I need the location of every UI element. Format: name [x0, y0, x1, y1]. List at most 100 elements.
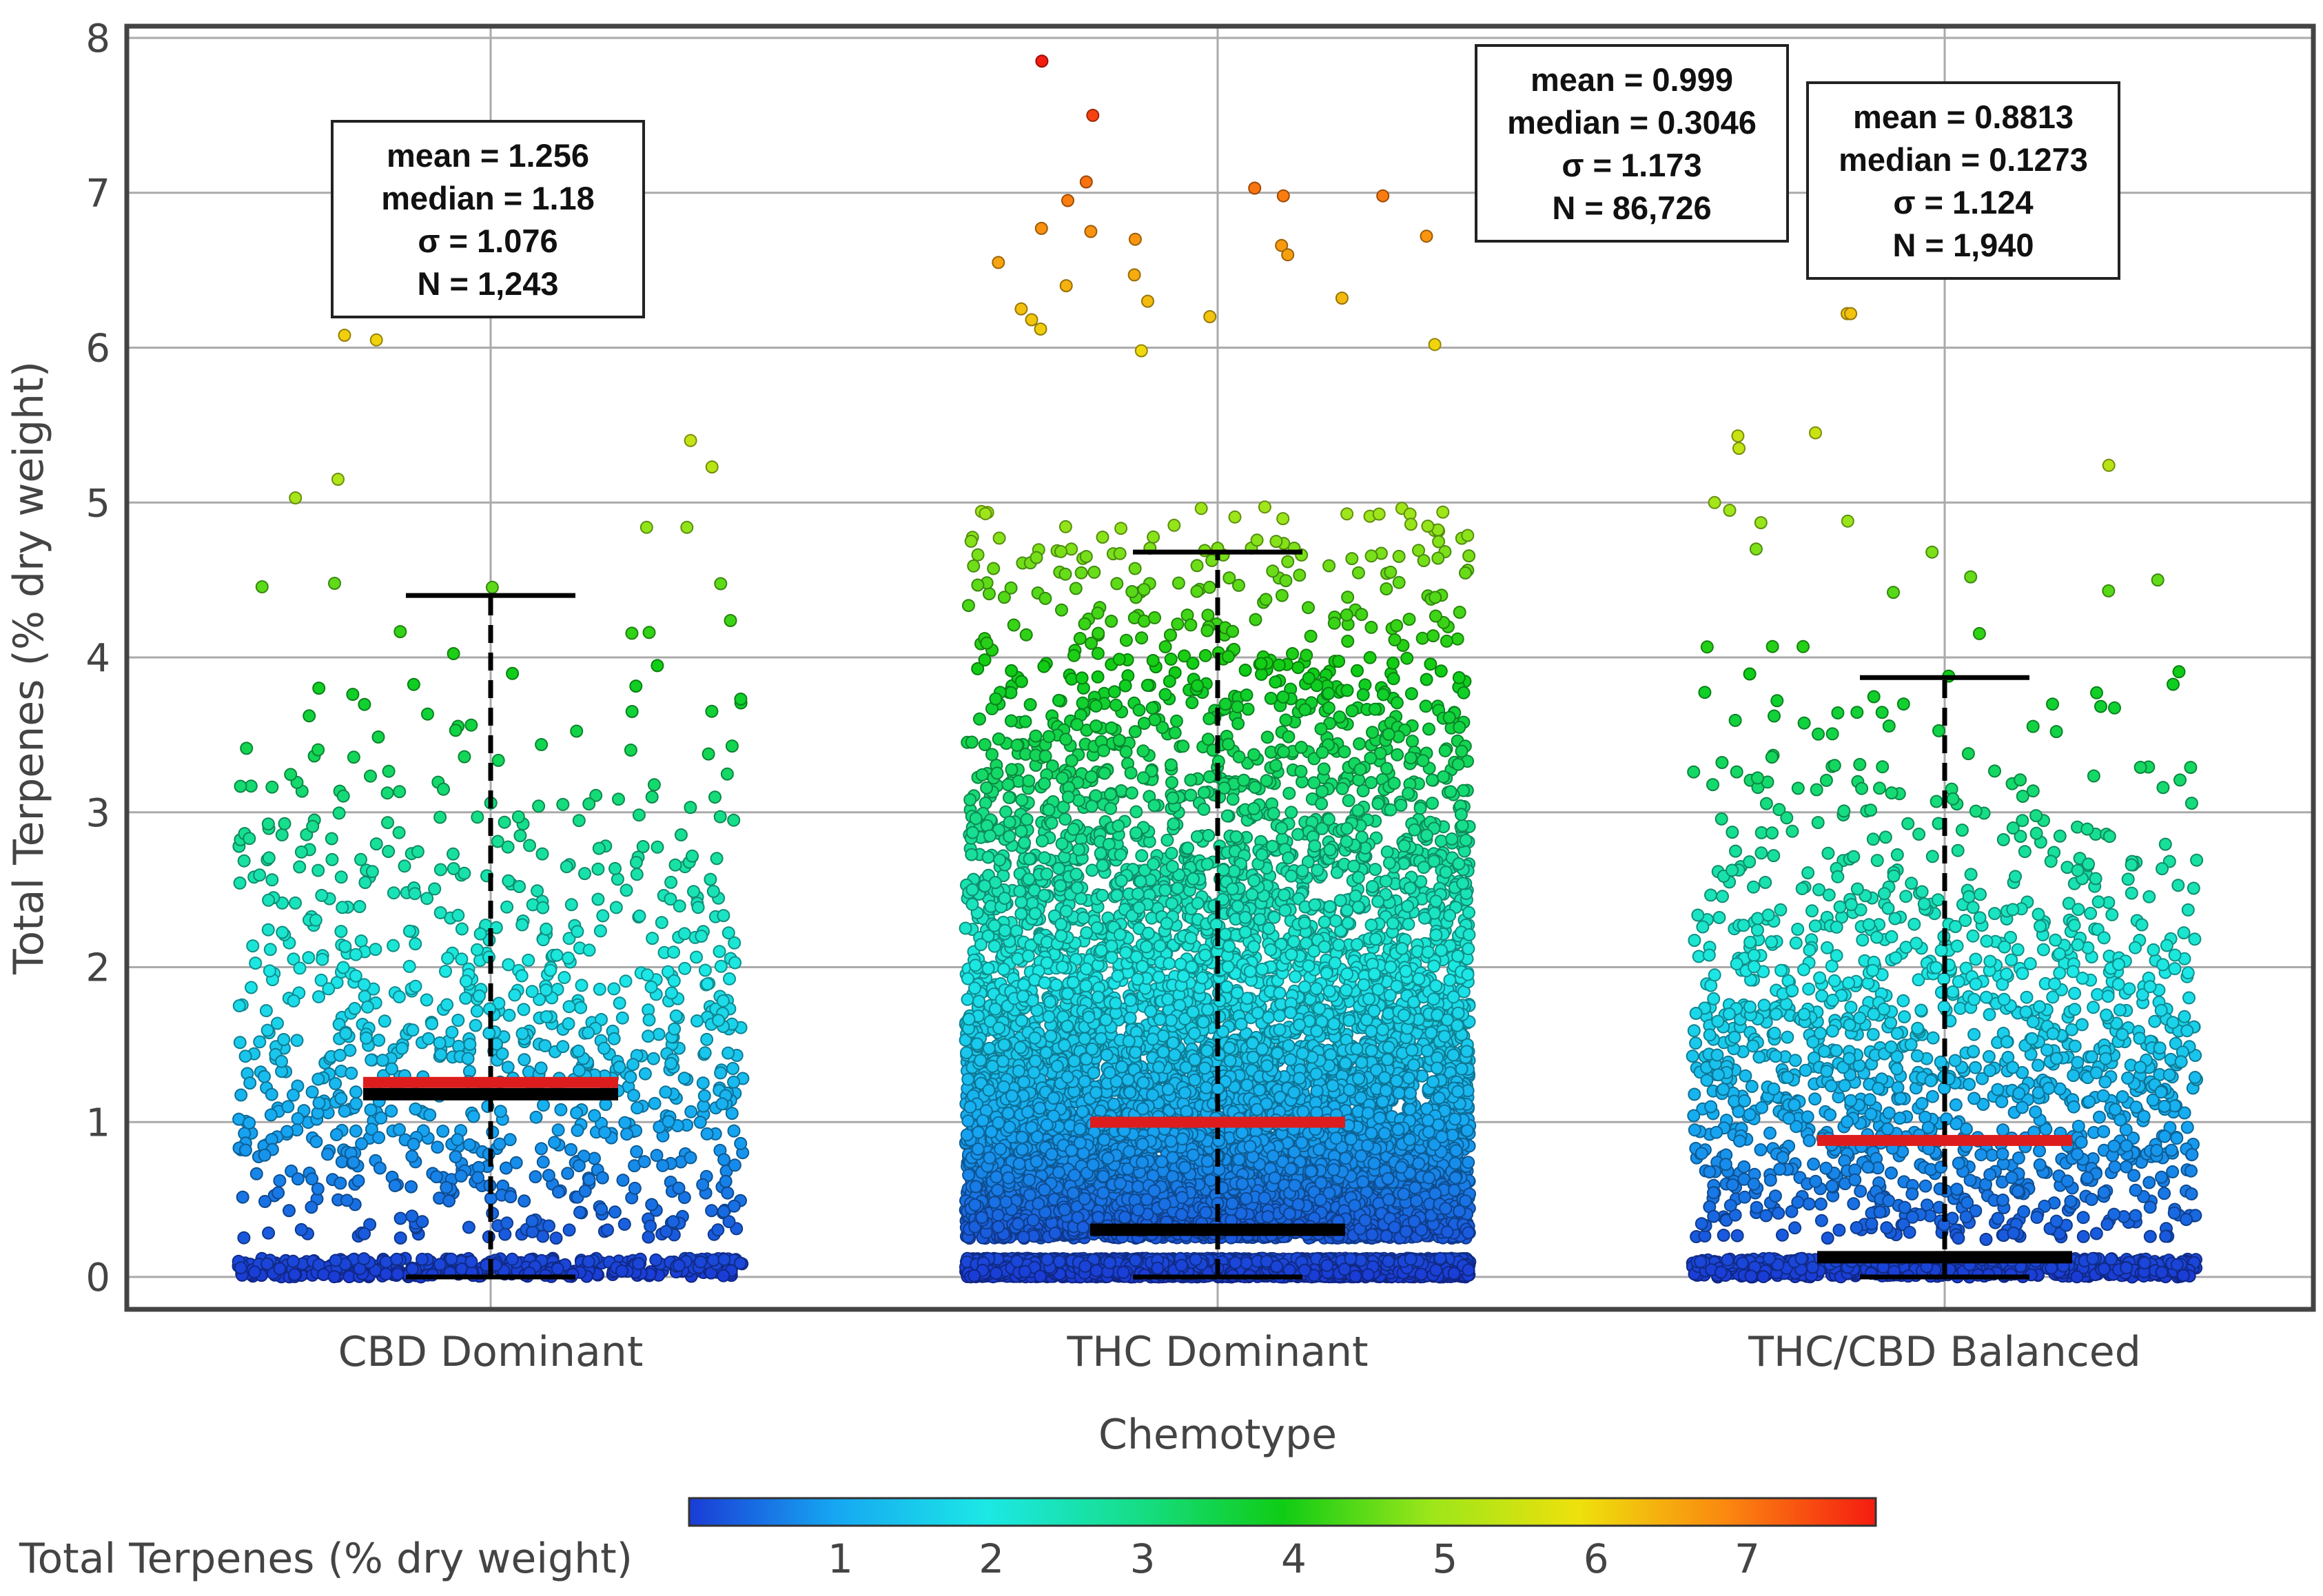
data-point — [723, 972, 736, 985]
data-point — [656, 1158, 670, 1172]
data-point — [504, 1190, 518, 1204]
data-point — [648, 1096, 662, 1110]
data-point — [246, 939, 260, 953]
data-point — [615, 1264, 628, 1278]
data-point — [617, 1218, 631, 1231]
data-point — [258, 1195, 272, 1208]
data-point — [639, 520, 653, 534]
data-point — [421, 707, 434, 721]
data-point — [573, 1205, 586, 1219]
data-point — [1363, 651, 1377, 664]
data-point — [725, 739, 739, 753]
data-point — [416, 1215, 429, 1229]
data-point — [353, 900, 367, 913]
data-point — [347, 1156, 360, 1169]
data-point — [325, 852, 339, 866]
data-point — [724, 614, 737, 627]
data-point — [711, 1223, 725, 1237]
data-point — [697, 1089, 711, 1103]
data-point — [283, 1204, 296, 1218]
data-point — [721, 1186, 735, 1200]
data-point — [284, 768, 298, 781]
data-point — [369, 837, 383, 851]
data-point — [535, 1142, 548, 1156]
y-tick-label: 5 — [85, 481, 110, 526]
data-point — [491, 753, 505, 767]
data-point — [306, 819, 320, 833]
data-point — [714, 1066, 728, 1080]
data-point — [664, 875, 678, 889]
data-point — [346, 688, 360, 702]
y-tick-label: 6 — [85, 327, 110, 371]
data-point — [641, 968, 654, 982]
data-point — [449, 1150, 462, 1163]
data-point — [461, 1052, 475, 1065]
data-point — [624, 744, 637, 757]
data-point — [458, 866, 471, 880]
data-point — [455, 922, 469, 936]
data-point — [645, 1198, 659, 1211]
data-point — [358, 697, 371, 711]
data-point — [351, 1174, 365, 1188]
data-point — [700, 1032, 714, 1046]
data-point — [374, 1111, 388, 1125]
data-point — [513, 829, 527, 843]
data-point — [265, 1087, 278, 1101]
data-point — [336, 789, 350, 803]
data-point — [722, 1046, 735, 1060]
data-point — [562, 951, 575, 965]
data-point — [642, 1030, 655, 1043]
data-point — [1300, 648, 1313, 662]
data-point — [722, 926, 735, 940]
data-point — [597, 1041, 611, 1055]
data-point — [441, 952, 455, 965]
data-point — [408, 887, 422, 901]
data-point — [1400, 651, 1414, 665]
data-point — [522, 953, 535, 967]
data-point — [262, 1226, 276, 1240]
data-point — [322, 982, 336, 996]
data-point — [258, 1148, 272, 1162]
data-point — [238, 1050, 252, 1063]
data-point — [662, 1115, 675, 1128]
data-point — [607, 1032, 621, 1045]
data-point — [458, 750, 471, 764]
data-point — [595, 1203, 608, 1216]
data-point — [651, 659, 664, 673]
data-point — [357, 1252, 371, 1266]
data-point — [564, 1143, 577, 1156]
data-point — [253, 1035, 267, 1049]
data-point — [272, 1186, 285, 1200]
data-point — [420, 892, 434, 906]
data-point — [316, 952, 329, 966]
data-point — [638, 1067, 652, 1081]
data-point — [571, 925, 584, 939]
data-point — [505, 1252, 519, 1266]
data-point — [554, 1103, 568, 1116]
data-point — [564, 898, 578, 912]
data-point — [473, 927, 487, 941]
data-point — [451, 908, 465, 922]
data-point — [470, 1004, 484, 1018]
data-point — [537, 1098, 550, 1112]
data-point — [312, 1096, 326, 1109]
data-point — [372, 1034, 386, 1047]
data-point — [642, 626, 656, 640]
data-point — [409, 979, 422, 993]
data-point — [388, 1179, 402, 1192]
data-point — [493, 1105, 507, 1118]
data-point — [379, 1255, 393, 1269]
data-point — [331, 473, 345, 486]
data-point — [462, 1220, 475, 1234]
data-point — [1276, 512, 1290, 526]
data-point — [650, 1149, 664, 1163]
data-point — [664, 892, 677, 906]
data-point — [271, 1016, 284, 1030]
data-point — [630, 1145, 644, 1158]
data-point — [570, 724, 584, 738]
data-point — [626, 1058, 639, 1072]
data-point — [560, 860, 573, 874]
data-point — [677, 927, 691, 941]
y-tick-label: 2 — [85, 946, 110, 991]
data-point — [265, 873, 279, 887]
